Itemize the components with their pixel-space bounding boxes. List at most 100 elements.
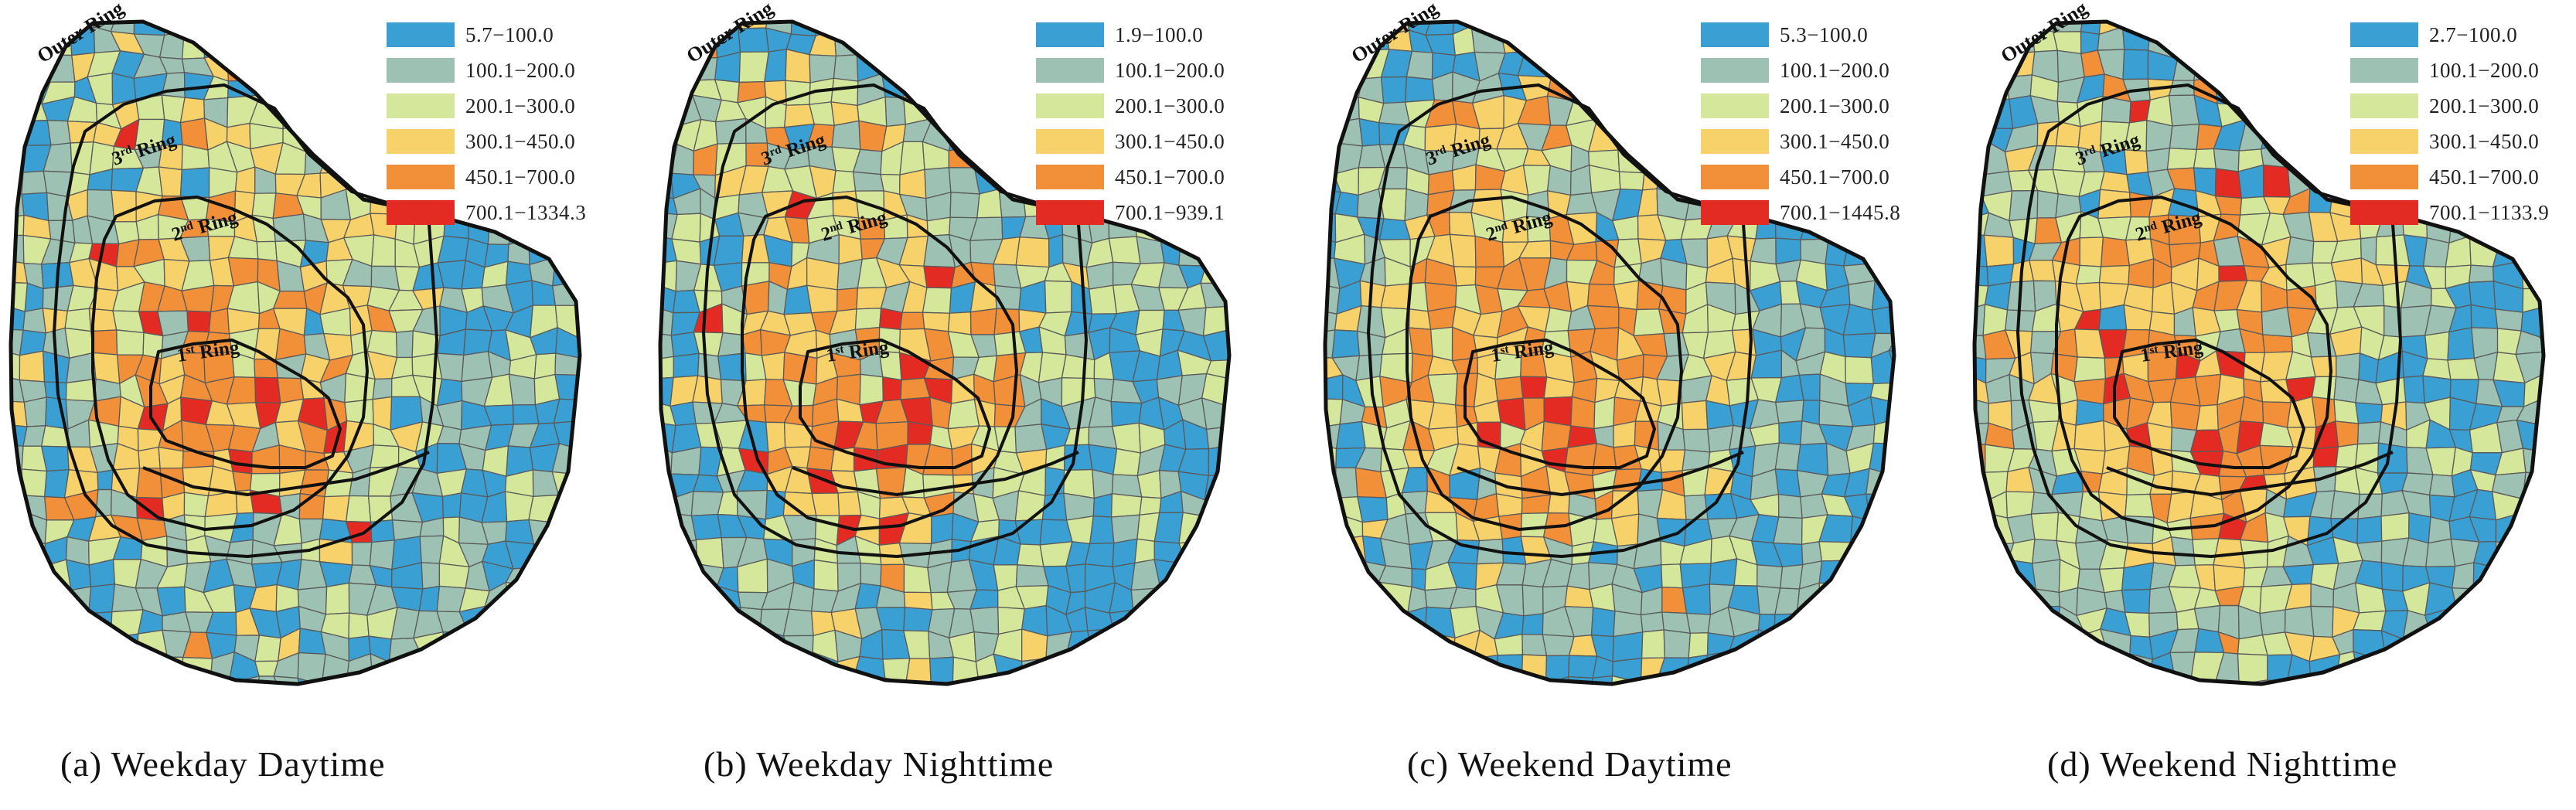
district-cell — [2330, 490, 2360, 519]
district-cell — [582, 561, 602, 592]
district-cell — [2262, 164, 2291, 198]
district-cell — [1843, 628, 1873, 658]
district-cell — [903, 563, 932, 594]
district-cell — [2169, 123, 2200, 151]
district-cell — [203, 22, 234, 32]
district-cell — [2495, 586, 2521, 614]
ring-road-segment — [2106, 451, 2394, 497]
district-cell — [1084, 542, 1115, 568]
district-cell — [208, 308, 230, 335]
legend-swatch — [1701, 200, 1769, 225]
district-cell — [2145, 22, 2173, 37]
district-cell — [1975, 51, 1988, 74]
legend-label: 200.1−300.0 — [465, 94, 576, 117]
district-cell — [369, 539, 396, 570]
district-cell — [1038, 675, 1066, 684]
district-cell — [2540, 584, 2544, 609]
district-cell — [1613, 73, 1639, 107]
district-cell — [1134, 538, 1156, 564]
district-cell — [370, 444, 400, 468]
district-cell — [1200, 604, 1229, 633]
district-cell — [1898, 27, 1917, 53]
district-cell — [1593, 396, 1616, 430]
district-cell — [2027, 630, 2058, 662]
district-cell — [2237, 653, 2268, 684]
district-cell — [1495, 678, 1522, 684]
district-cell — [2260, 32, 2290, 54]
district-cell — [1224, 22, 1229, 31]
district-cell — [2333, 675, 2359, 684]
district-cell — [2166, 148, 2198, 170]
district-cell — [138, 446, 161, 469]
district-cell — [832, 169, 857, 194]
district-cell — [927, 22, 953, 32]
district-cell — [23, 585, 47, 608]
first-ring-boundary — [1463, 339, 1656, 469]
district-cell — [1179, 652, 1210, 683]
district-cell — [738, 51, 770, 83]
district-cell — [249, 32, 281, 60]
district-cell — [1338, 610, 1365, 631]
panel-weekday-daytime: Outer Ring 3rd Ring 2nd Ring 1st Ring 5.7−1… — [0, 0, 644, 810]
district-cell — [1223, 655, 1229, 682]
district-cell — [1635, 22, 1668, 37]
district-cell — [2492, 606, 2520, 639]
district-cell — [1610, 26, 1638, 57]
district-cell — [2073, 420, 2106, 452]
district-cell — [1981, 607, 2009, 640]
district-cell — [555, 629, 580, 662]
district-cell — [1085, 261, 1114, 290]
district-cell — [1357, 496, 1389, 523]
district-cell — [574, 608, 580, 636]
district-cell — [783, 421, 813, 448]
district-cell — [2054, 681, 2083, 684]
district-cell — [23, 396, 47, 427]
district-cell — [556, 676, 578, 684]
district-cell — [578, 493, 580, 521]
district-cell — [2213, 25, 2239, 59]
district-cell — [1543, 396, 1573, 427]
district-cell — [1325, 491, 1337, 524]
district-cell — [1112, 538, 1138, 568]
district-cell — [969, 606, 1000, 635]
district-cell — [434, 682, 463, 684]
district-cell — [1849, 656, 1877, 682]
district-cell — [1612, 22, 1637, 37]
district-cell — [2214, 22, 2247, 36]
district-cell — [533, 659, 557, 683]
district-cell — [666, 659, 695, 679]
district-cell — [1325, 374, 1344, 400]
district-cell — [1888, 443, 1894, 475]
district-cell — [660, 495, 679, 521]
legend-label: 700.1−1445.8 — [1780, 200, 1901, 224]
district-cell — [1641, 629, 1665, 659]
district-cell — [2540, 288, 2544, 313]
district-cell — [1982, 651, 2014, 684]
legend-swatch — [387, 200, 455, 225]
ring-road-segment — [142, 451, 430, 497]
district-cell — [342, 125, 371, 151]
district-cell — [1378, 655, 1411, 683]
district-cell — [43, 628, 75, 655]
district-cell — [785, 676, 816, 684]
district-cell — [1842, 332, 1876, 359]
legend-label: 300.1−450.0 — [1115, 129, 1225, 153]
district-cell — [11, 214, 25, 237]
district-cell — [2238, 679, 2268, 684]
district-cell — [806, 257, 840, 291]
district-cell — [947, 22, 980, 32]
district-cell — [1684, 494, 1709, 520]
district-cell — [1325, 558, 1336, 588]
district-cell — [1014, 490, 1046, 522]
district-cell — [11, 539, 27, 567]
district-cell — [968, 22, 1000, 32]
district-cell — [2336, 352, 2361, 380]
district-cell — [1750, 651, 1782, 682]
district-cell — [2030, 677, 2060, 684]
legend-swatch — [1036, 58, 1104, 83]
district-cell — [1975, 98, 1987, 129]
district-cell — [11, 558, 28, 589]
district-cell — [2196, 403, 2220, 431]
district-cell — [2492, 637, 2520, 662]
district-cell — [2540, 375, 2544, 400]
